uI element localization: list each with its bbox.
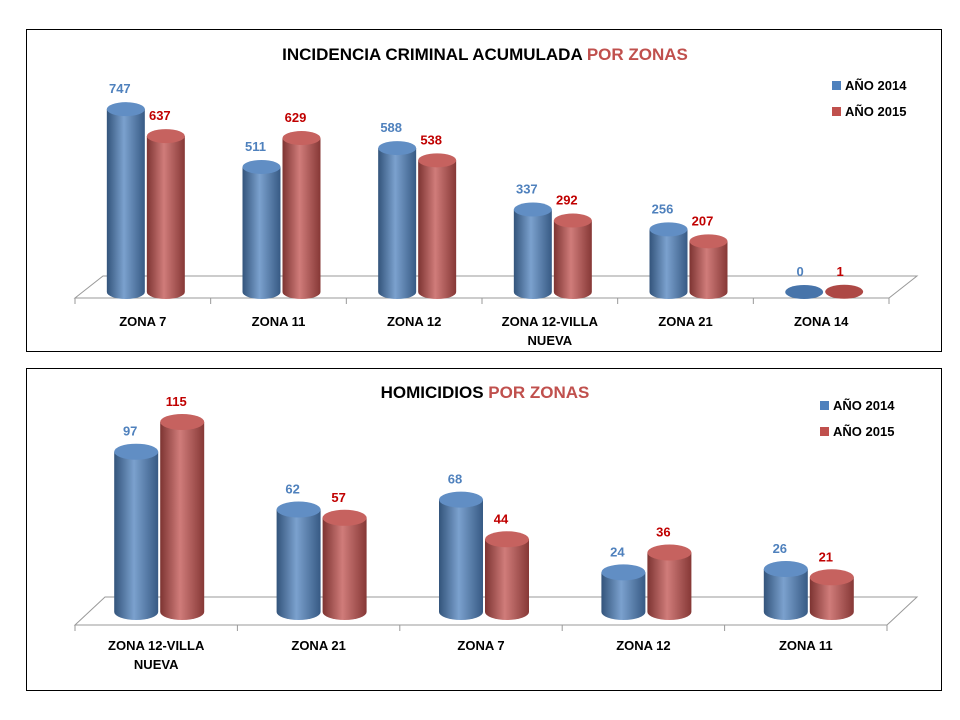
bar-top [242,159,281,174]
data-label-2015: 1 [837,264,844,279]
bar-body [146,136,185,299]
bar-top [809,569,854,586]
bar-top [785,285,824,299]
category-label: ZONA 11 [779,638,833,653]
bar-top [439,491,483,508]
data-label-2015: 115 [166,394,187,409]
bar-body [322,517,367,620]
chart-title-highlight: POR ZONAS [587,45,688,64]
homicidios-chart: HOMICIDIOS POR ZONAS 97 115 ZONA 12-VILLA NU… [73,383,919,672]
legend-label: AÑO 2014 [833,398,895,413]
data-label-2015: 21 [819,549,833,564]
category-label: ZONA 11 [252,314,306,329]
bar-body [242,166,281,299]
bar-top [763,561,808,578]
chart-title-main: INCIDENCIA CRIMINAL ACUMULADA [282,45,587,64]
incidencia-chart: INCIDENCIA CRIMINAL ACUMULADA POR ZONAS 7… [73,45,919,348]
data-label-2014: 26 [773,541,787,556]
data-label-2014: 256 [652,201,674,216]
category-label: ZONA 21 [658,314,712,329]
bar-body [439,499,483,620]
legend-label: AÑO 2015 [833,424,894,439]
bar-top [649,222,688,237]
legend-swatch [832,107,841,116]
data-label-2015: 629 [285,110,307,125]
data-label-2014: 97 [123,424,137,439]
bar-body [763,569,808,620]
bar-body [114,451,159,620]
bar-body [160,421,205,620]
category-label: ZONA 21 [291,638,345,653]
chart-title: INCIDENCIA CRIMINAL ACUMULADA POR ZONAS [282,45,688,64]
bar-top [378,141,417,156]
bar-top [485,531,529,548]
chart-title: HOMICIDIOS POR ZONAS [381,383,590,402]
bar-top [106,102,145,117]
category-label: NUEVA [528,333,573,348]
data-label-2015: 207 [692,213,714,228]
bar-body [647,552,692,620]
bar-top [282,131,321,146]
data-label-2014: 24 [610,544,625,559]
category-label: ZONA 12 [387,314,441,329]
data-label-2014: 337 [516,182,538,197]
data-label-2014: 588 [380,120,402,135]
category-label: ZONA 14 [794,314,849,329]
bar-body [106,109,145,299]
category-label: ZONA 7 [457,638,504,653]
bar-top [322,509,367,526]
legend-label: AÑO 2015 [845,104,906,119]
bar-body [282,138,321,299]
bar-body [809,577,854,620]
bar-body [649,229,688,299]
bar-top [146,129,185,144]
bar-body [276,509,321,620]
chart-panel-homicidios: HOMICIDIOS POR ZONAS 97 115 ZONA 12-VILLA NU… [26,368,942,691]
bar-body [601,572,646,620]
bar-top [825,284,864,299]
data-label-2015: 292 [556,193,578,208]
data-label-2014: 511 [245,139,266,154]
bar-top [160,413,205,430]
bar-top [689,234,728,249]
bar-body [689,241,728,299]
bar-top [418,153,457,168]
data-label-2014: 62 [285,482,299,497]
legend-swatch [820,427,829,436]
data-label-2014: 68 [448,472,462,487]
legend-swatch [832,81,841,90]
data-label-2014: 0 [797,264,804,279]
bar-body [513,209,552,299]
chart-title-highlight: POR ZONAS [488,383,589,402]
chart-panel-incidencia: INCIDENCIA CRIMINAL ACUMULADA POR ZONAS 7… [26,29,942,352]
category-label: ZONA 12-VILLA [108,638,205,653]
bar-top [553,213,592,228]
bar-top [513,202,552,217]
bar-body [418,160,457,299]
bar-top [114,443,159,460]
category-label: ZONA 12 [616,638,670,653]
category-label: NUEVA [134,657,179,672]
data-label-2015: 637 [149,108,171,123]
bar-body [553,220,592,299]
legend-label: AÑO 2014 [845,78,907,93]
category-label: ZONA 7 [119,314,166,329]
chart-title-main: HOMICIDIOS [381,383,489,402]
bar-body [485,539,529,620]
legend-swatch [820,401,829,410]
bar-body [378,148,417,299]
data-label-2015: 36 [656,525,670,540]
data-label-2015: 44 [494,511,509,526]
bar-top [647,544,692,561]
data-label-2015: 538 [420,132,442,147]
data-label-2014: 747 [109,81,131,96]
bar-top [276,501,321,518]
data-label-2015: 57 [331,490,345,505]
category-label: ZONA 12-VILLA [502,314,599,329]
bar-top [601,564,646,581]
